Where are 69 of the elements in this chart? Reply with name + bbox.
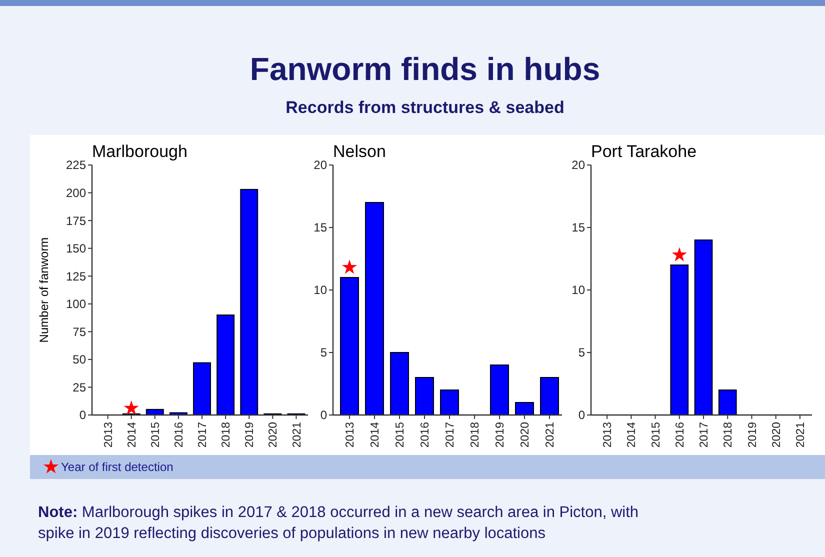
y-tick-label: 200 xyxy=(66,186,86,200)
x-tick-label: 2019 xyxy=(244,422,256,448)
y-tick-label: 0 xyxy=(578,408,586,422)
text: Note: Marlborough spikes in 2017 & 2018 occurred in a new search area in Picton, with spike in 2019 reflecting discoveries of populations in new nearby locations xyxy=(38,504,639,542)
x-tick-label: 2014 xyxy=(126,421,138,448)
bar xyxy=(694,240,713,416)
y-tick-label: 10 xyxy=(572,283,586,298)
x-tick-label: 2015 xyxy=(394,422,407,448)
y-tick-label: 150 xyxy=(66,242,86,256)
y-tick-label: 100 xyxy=(66,297,86,312)
x-tick-label: 2021 xyxy=(794,422,807,448)
bar xyxy=(490,364,509,416)
bar xyxy=(193,362,211,416)
y-tick-label: 25 xyxy=(72,380,86,394)
x-tick-label: 2013 xyxy=(344,422,357,448)
y-tick-label: 125 xyxy=(66,269,86,284)
chart-title: Marlborough xyxy=(92,142,188,161)
text: Records from structures & seabed xyxy=(286,98,564,117)
text: Fanworm finds in hubs xyxy=(250,51,600,87)
y-tick-label: 175 xyxy=(66,214,86,228)
bar xyxy=(240,188,258,416)
bar xyxy=(216,314,235,416)
y-tick-label: 75 xyxy=(72,324,86,339)
chart-title: Nelson xyxy=(333,142,386,161)
x-tick-label: 2019 xyxy=(494,422,507,448)
bar xyxy=(670,264,689,416)
bar xyxy=(718,390,737,416)
y-tick-label: 15 xyxy=(572,220,586,235)
x-tick-label: 2021 xyxy=(291,422,304,448)
x-tick-label: 2017 xyxy=(698,422,711,448)
x-tick-label: 2015 xyxy=(150,422,162,448)
x-tick-label: 2018 xyxy=(220,422,233,448)
x-tick-label: 2013 xyxy=(602,422,614,448)
x-tick-label: 2013 xyxy=(102,422,115,448)
x-tick-label: 2016 xyxy=(420,422,432,448)
y-tick-label: 5 xyxy=(578,346,586,360)
bar xyxy=(540,377,559,416)
y-tick-label: 50 xyxy=(72,352,86,367)
x-tick-label: 2017 xyxy=(197,422,210,448)
x-tick-label: 2015 xyxy=(650,422,662,448)
bar xyxy=(515,402,534,416)
x-tick-label: 2014 xyxy=(370,421,382,448)
y-tick-label: 0 xyxy=(320,408,328,422)
x-tick-label: 2020 xyxy=(520,422,532,448)
y-tick-label: 5 xyxy=(320,346,328,360)
x-tick-label: 2016 xyxy=(674,422,686,448)
chart-title: Port Tarakohe xyxy=(591,142,697,161)
bar xyxy=(390,352,409,416)
x-tick-label: 2020 xyxy=(770,422,783,448)
x-tick-label: 2014 xyxy=(626,421,638,448)
x-tick-label: 2018 xyxy=(470,422,482,448)
y-tick-label: 225 xyxy=(66,158,86,172)
x-tick-label: 2021 xyxy=(544,422,557,448)
x-tick-label: 2016 xyxy=(173,422,186,448)
y-axis-title: Number of fanworm xyxy=(37,237,51,343)
y-tick-label: 20 xyxy=(314,158,328,172)
bar xyxy=(365,202,384,416)
y-tick-label: 0 xyxy=(79,408,86,422)
bar xyxy=(340,277,359,416)
y-tick-label: 15 xyxy=(314,220,328,235)
bar xyxy=(415,377,434,416)
x-tick-label: 2017 xyxy=(444,422,457,448)
x-tick-label: 2018 xyxy=(722,422,735,448)
y-tick-label: 10 xyxy=(314,283,328,298)
x-tick-label: 2019 xyxy=(746,422,759,448)
x-tick-label: 2020 xyxy=(268,422,280,448)
y-tick-label: 20 xyxy=(572,158,586,172)
legend-label: Year of first detection xyxy=(61,460,174,474)
bar xyxy=(440,390,459,416)
